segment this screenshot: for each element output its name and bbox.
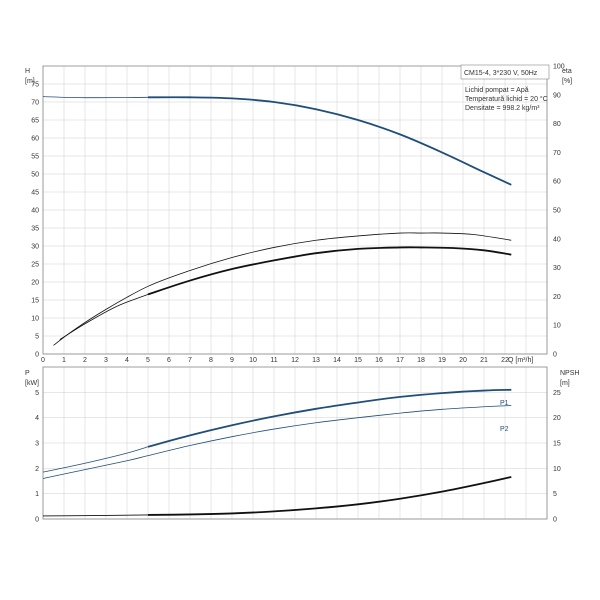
y-left-tick-label: 45: [31, 190, 39, 197]
x-tick-label: 2: [83, 357, 87, 364]
top-panel-head-efficiency: 0510152025303540455055606570750102030405…: [31, 64, 565, 365]
info-box-title-frame: [460, 64, 550, 80]
y-left-tick-label: 50: [31, 172, 39, 179]
top-right-axis-unit: [%]: [562, 78, 572, 85]
bottom-left-axis-unit: [kW]: [25, 380, 39, 387]
y-left-tick-label: 35: [31, 226, 39, 233]
bottom-right-axis-title: NPSH: [560, 370, 579, 377]
y-left-tick-label: 1: [35, 491, 39, 498]
y-right-tick-label: 10: [553, 323, 561, 330]
y-left-tick-label: 4: [35, 415, 39, 422]
plot-frame: [42, 366, 548, 520]
x-tick-label: 19: [438, 357, 446, 364]
y-right-tick-label: 20: [553, 294, 561, 301]
top-left-axis-title: H: [25, 68, 30, 75]
y-left-tick-label: 15: [31, 298, 39, 305]
y-right-tick-label: 70: [553, 150, 561, 157]
y-right-tick-label: 50: [553, 208, 561, 215]
y-right-tick-label: 25: [553, 390, 561, 397]
y-right-tick-label: 30: [553, 265, 561, 272]
series-p2-line-thin: [42, 405, 512, 479]
x-tick-label: 5: [146, 357, 150, 364]
info-line-density: Densitate = 998.2 kg/m³: [465, 105, 540, 112]
top-right-axis-title: eta: [562, 68, 572, 75]
series-p1-line-thin: [42, 446, 149, 473]
y-left-tick-label: 3: [35, 441, 39, 448]
info-line-fluid: Lichid pompat = Apă: [465, 87, 529, 94]
y-right-tick-label: 20: [553, 415, 561, 422]
y-right-tick-label: 0: [553, 517, 557, 524]
y-left-tick-label: 40: [31, 208, 39, 215]
bottom-left-axis-title: P: [25, 370, 30, 377]
bottom-right-axis-unit: [m]: [560, 380, 570, 387]
x-tick-label: 17: [396, 357, 404, 364]
series-0-line-thin: [42, 96, 149, 99]
info-line-temperature: Temperatură lichid = 20 °C: [465, 95, 548, 103]
x-tick-label: 3: [104, 357, 108, 364]
y-right-tick-label: 80: [553, 121, 561, 128]
y-right-tick-label: 60: [553, 179, 561, 186]
y-left-tick-label: 0: [35, 517, 39, 524]
y-right-tick-label: 90: [553, 92, 561, 99]
x-tick-label: 13: [312, 357, 320, 364]
x-tick-label: 21: [480, 357, 488, 364]
info-box-title: CM15-4, 3*230 V, 50Hz: [464, 70, 538, 77]
top-left-axis-unit: [m]: [25, 78, 35, 85]
y-right-tick-label: 15: [553, 441, 561, 448]
x-tick-label: 11: [270, 357, 277, 364]
y-right-tick-label: 10: [553, 466, 561, 473]
y-left-tick-label: 20: [31, 280, 39, 287]
y-right-tick-label: 100: [553, 64, 565, 71]
y-left-tick-label: 10: [31, 316, 39, 323]
y-right-tick-label: 0: [553, 352, 557, 359]
series-p1-line: [147, 388, 512, 448]
x-tick-label: 8: [209, 357, 213, 364]
x-tick-label: 10: [249, 357, 257, 364]
plot-frame: [42, 65, 548, 355]
x-tick-label: 7: [188, 357, 192, 364]
y-left-tick-label: 65: [31, 118, 39, 125]
x-tick-label: 9: [230, 357, 234, 364]
x-tick-label: 12: [291, 357, 299, 364]
x-tick-label: 4: [125, 357, 129, 364]
series-label-p1: P1: [500, 400, 509, 407]
x-tick-label: 14: [333, 357, 341, 364]
x-tick-label: 6: [167, 357, 171, 364]
series-1-line-thin: [59, 294, 149, 340]
y-left-tick-label: 0: [35, 352, 39, 359]
y-left-tick-label: 5: [35, 390, 39, 397]
series-label-p2: P2: [500, 426, 509, 433]
y-left-tick-label: 70: [31, 100, 39, 107]
x-tick-label: 20: [459, 357, 467, 364]
series-2-line-thin: [42, 514, 149, 517]
y-left-tick-label: 75: [31, 82, 39, 89]
x-tick-label: 1: [62, 357, 66, 364]
series-1-line: [147, 246, 512, 296]
y-left-tick-label: 30: [31, 244, 39, 251]
x-axis-label: Q [m³/h]: [508, 357, 533, 364]
y-left-tick-label: 25: [31, 262, 39, 269]
series-2-line-thin: [53, 232, 512, 346]
y-left-tick-label: 2: [35, 466, 39, 473]
y-left-tick-label: 60: [31, 136, 39, 143]
y-left-tick-label: 5: [35, 334, 39, 341]
bottom-panel-power-npsh: 0 1 2 3 4 5 0 5 10 15 20 25: [35, 366, 561, 524]
series-0-line: [147, 96, 512, 186]
series-2-line: [147, 476, 512, 516]
x-tick-label: 0: [41, 357, 45, 364]
y-right-tick-label: 40: [553, 236, 561, 243]
y-right-tick-label: 5: [553, 491, 557, 498]
x-tick-label: 16: [375, 357, 383, 364]
y-left-tick-label: 55: [31, 154, 39, 161]
x-tick-label: 22: [501, 357, 509, 364]
x-tick-label: 18: [417, 357, 425, 364]
x-tick-label: 15: [354, 357, 362, 364]
